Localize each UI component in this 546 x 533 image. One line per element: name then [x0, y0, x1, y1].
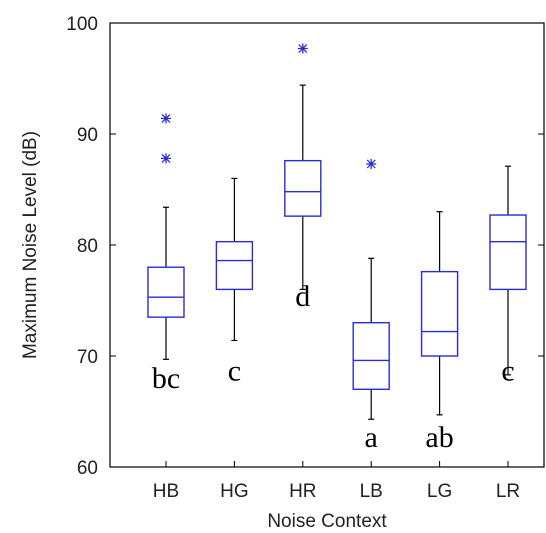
y-tick-label: 70: [77, 347, 98, 368]
outlier-hb: [161, 153, 171, 164]
x-tick-label-hr: HR: [289, 481, 316, 502]
y-tick-label: 90: [77, 125, 98, 146]
group-letter-hg: c: [228, 354, 241, 387]
box-lg: [420, 270, 459, 357]
outlier-lb: [366, 158, 377, 169]
outlier-hb: [161, 113, 171, 124]
box-lb: [352, 322, 390, 391]
x-tick-label-hb: HB: [153, 481, 179, 502]
y-tick-label: 60: [77, 458, 98, 479]
x-tick-label-hg: HG: [220, 481, 249, 502]
x-tick-label-lg: LG: [427, 481, 452, 502]
x-tick-label-lr: LR: [496, 481, 520, 502]
box-hg: [215, 240, 254, 291]
y-tick-label: 100: [66, 14, 98, 35]
group-letters-layer: bc c d a ab c: [152, 280, 515, 454]
group-letter-lg: ab: [425, 421, 453, 454]
outlier-hr: [297, 43, 308, 54]
box-hr: [284, 159, 322, 217]
x-axis: HB HG HR LB LG LR: [153, 461, 520, 502]
y-tick-label: 80: [77, 236, 98, 257]
y-axis: 60 70 80 90 100: [66, 14, 544, 479]
plot-frame: [109, 22, 545, 468]
boxes-layer: [147, 43, 527, 420]
group-letter-lr: c: [501, 354, 514, 387]
x-axis-label: Noise Context: [267, 511, 387, 532]
y-axis-label: Maximum Noise Level (dB): [20, 131, 41, 359]
box-lr: [489, 214, 527, 291]
x-tick-label-lb: LB: [360, 481, 383, 502]
group-letter-hr: d: [295, 280, 310, 313]
box-hb: [147, 266, 185, 318]
group-letter-lb: a: [365, 421, 378, 454]
group-letter-hb: bc: [152, 362, 180, 395]
